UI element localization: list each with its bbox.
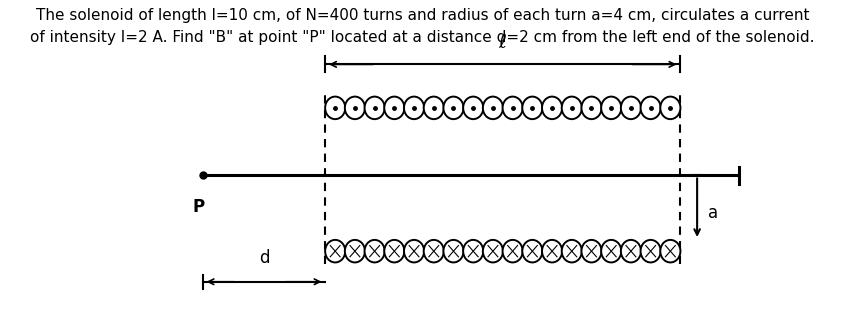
Ellipse shape [581, 240, 601, 262]
Ellipse shape [463, 97, 483, 119]
Ellipse shape [403, 97, 424, 119]
Ellipse shape [384, 240, 404, 262]
Ellipse shape [640, 240, 660, 262]
Ellipse shape [522, 97, 542, 119]
Ellipse shape [325, 240, 345, 262]
Text: P: P [192, 198, 204, 216]
Ellipse shape [463, 240, 483, 262]
Ellipse shape [344, 240, 365, 262]
Ellipse shape [423, 97, 443, 119]
Ellipse shape [600, 97, 620, 119]
Ellipse shape [581, 97, 601, 119]
Ellipse shape [482, 97, 502, 119]
Ellipse shape [620, 97, 641, 119]
Ellipse shape [659, 97, 679, 119]
Ellipse shape [640, 97, 660, 119]
Ellipse shape [561, 240, 582, 262]
Ellipse shape [364, 240, 384, 262]
Ellipse shape [482, 240, 502, 262]
Ellipse shape [659, 240, 679, 262]
Text: a: a [707, 204, 717, 222]
Text: $\ell$: $\ell$ [498, 33, 506, 52]
Ellipse shape [325, 97, 345, 119]
Text: The solenoid of length l=10 cm, of N=400 turns and radius of each turn a=4 cm, c: The solenoid of length l=10 cm, of N=400… [30, 8, 814, 45]
Ellipse shape [423, 240, 443, 262]
Ellipse shape [541, 240, 561, 262]
Ellipse shape [541, 97, 561, 119]
Ellipse shape [502, 240, 522, 262]
Ellipse shape [344, 97, 365, 119]
Ellipse shape [502, 97, 522, 119]
Ellipse shape [364, 97, 384, 119]
Ellipse shape [403, 240, 424, 262]
Text: d: d [258, 249, 269, 267]
Ellipse shape [384, 97, 404, 119]
Ellipse shape [443, 240, 463, 262]
Ellipse shape [600, 240, 620, 262]
Ellipse shape [620, 240, 641, 262]
Ellipse shape [522, 240, 542, 262]
Ellipse shape [561, 97, 582, 119]
Ellipse shape [443, 97, 463, 119]
